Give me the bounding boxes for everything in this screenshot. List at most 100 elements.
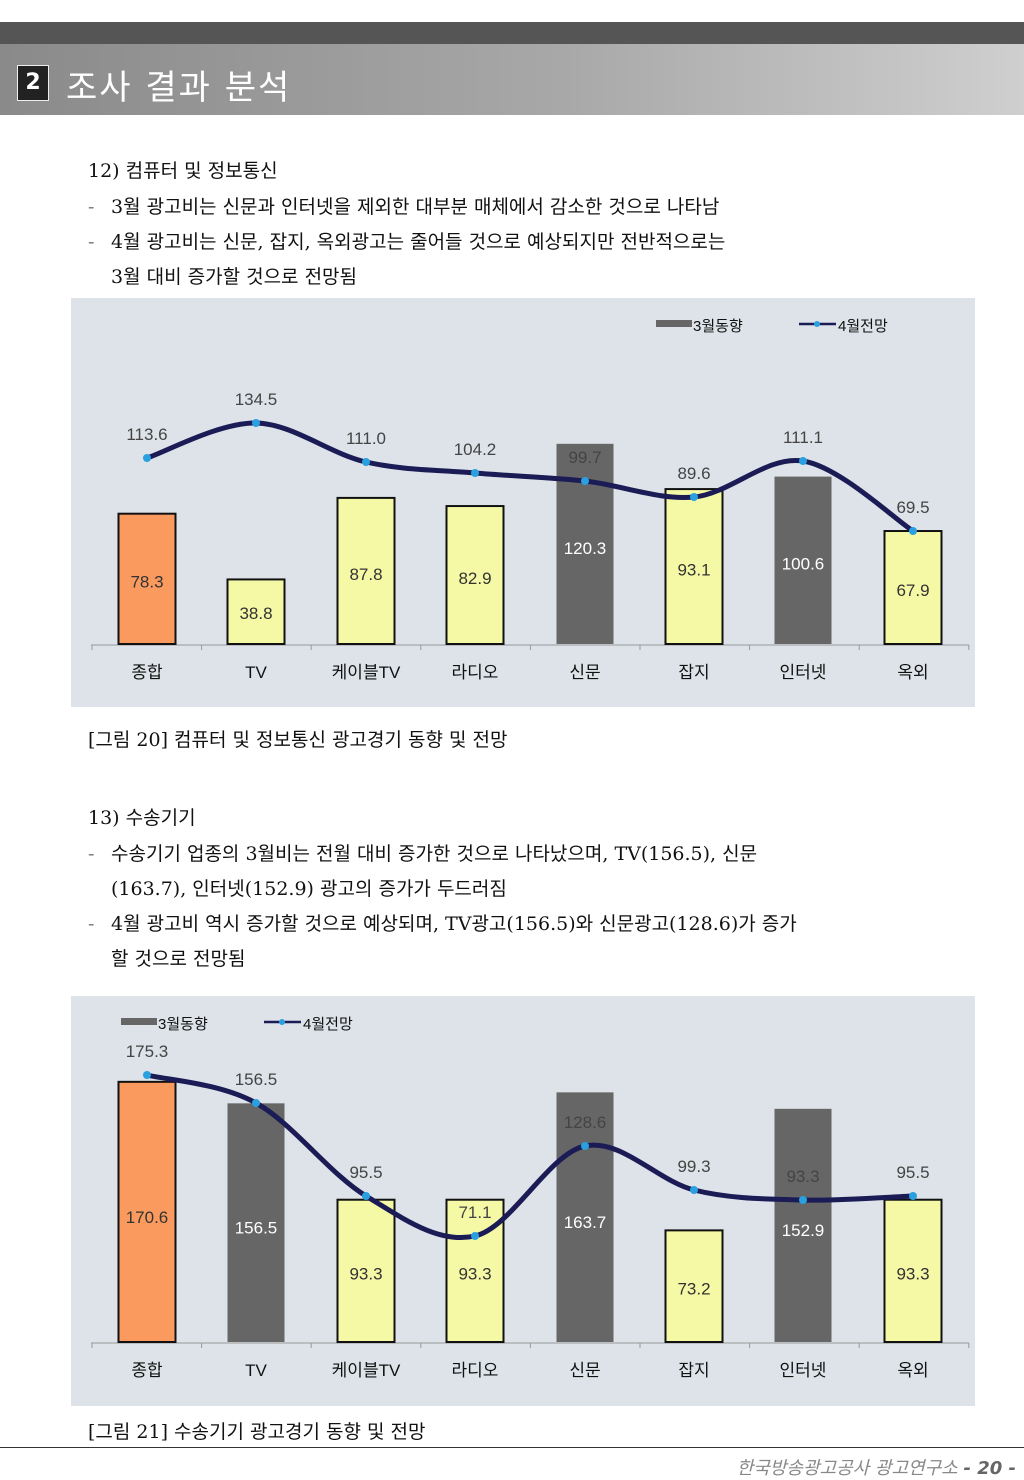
sec12-heading: 12) 컴퓨터 및 정보통신 [88,160,278,182]
line-value-label: 71.1 [458,1203,491,1222]
bar-value-label: 170.6 [126,1208,169,1227]
line-point-4 [471,1232,479,1240]
line-point-5 [581,477,589,485]
line-value-label: 128.6 [564,1113,607,1132]
bar-value-label: 163.7 [564,1213,607,1232]
line-value-label: 99.7 [568,448,601,467]
category-label: 옥외 [897,1361,928,1380]
line-point-8 [909,1192,917,1200]
figure-20-caption: [그림 20] 컴퓨터 및 정보통신 광고경기 동향 및 전망 [88,729,508,751]
line-value-label: 95.5 [896,1163,929,1182]
line-point-2 [252,419,260,427]
bar-3 [336,1198,396,1343]
line-point-1 [143,454,151,462]
bar-value-label: 73.2 [677,1279,710,1298]
bar-value-label: 93.3 [896,1265,929,1284]
line-point-4 [471,469,479,477]
category-label: 라디오 [452,663,499,682]
section-header [0,44,1024,115]
category-label: TV [245,1361,267,1380]
page-number: - 20 - [963,1458,1016,1479]
bar-value-label: 152.9 [782,1221,825,1240]
footer-org: 한국방송광고공사 광고연구소 [736,1458,958,1479]
bar-8 [883,530,943,646]
bar-4 [445,505,505,645]
sec12-dash-2: - [88,231,95,253]
bar-value-label: 38.8 [239,604,272,623]
chart-computer-telecom: 3월동향 4월전망 78.3 종합 38.8 TV 87.8 케이블TV 82.9 라디오 120.… [71,298,975,707]
bar-6 [664,1229,724,1343]
category-label: 옥외 [897,663,928,682]
legend-swatch-bar [121,1018,157,1025]
bar-value-label: 78.3 [130,572,163,591]
category-label: 인터넷 [780,663,827,682]
line-value-label: 111.0 [346,429,386,448]
bar-6 [664,488,724,645]
bar-2 [227,1103,285,1342]
line-point-3 [362,458,370,466]
top-dark-band [0,22,1024,44]
category-label: 케이블TV [332,1361,401,1380]
category-label: 종합 [131,663,163,682]
bar-5 [556,1092,614,1342]
forecast-line [144,420,916,534]
line-point-6 [690,493,698,501]
category-label: 신문 [569,663,600,682]
category-label: 잡지 [678,1361,709,1380]
legend-label-line: 4월전망 [838,318,888,335]
figure-21-caption: [그림 21] 수송기기 광고경기 동향 및 전망 [88,1421,426,1443]
bar-value-label: 120.3 [564,539,607,558]
bar-1 [117,1080,177,1344]
line-value-label: 104.2 [454,440,497,459]
sec12-dash-1: - [88,196,95,218]
legend-swatch-dot [279,1019,285,1025]
bar-value-label: 93.3 [458,1265,491,1284]
bar-7 [774,476,832,644]
line-point-1 [143,1071,151,1079]
line-value-label: 89.6 [677,464,710,483]
footer: 한국방송광고공사 광고연구소 - 20 - [737,1454,1016,1480]
category-label: 인터넷 [780,1361,827,1380]
category-label: 종합 [131,1361,163,1380]
line-value-label: 175.3 [126,1042,169,1061]
legend-swatch-dot [814,321,820,327]
section-number: 2 [17,65,49,101]
section-title: 조사 결과 분석 [66,68,292,108]
line-point-3 [362,1192,370,1200]
category-label: TV [245,663,267,682]
category-label: 케이블TV [332,663,401,682]
bar-value-label: 67.9 [896,581,929,600]
chart-transport: 3월동향 4월전망 170.6 종합 156.5 TV 93.3 케이블TV 93.3 라디오 16… [71,996,975,1406]
bar-value-label: 87.8 [349,565,382,584]
bar-value-label: 156.5 [235,1218,278,1237]
sec12-bullet-2a: 4월 광고비는 신문, 잡지, 옥외광고는 줄어들 것으로 예상되지만 전반적으… [111,231,726,253]
line-point-8 [909,527,917,535]
bar-value-label: 93.3 [349,1265,382,1284]
line-value-label: 156.5 [235,1070,278,1089]
line-value-label: 134.5 [235,390,278,409]
line-point-7 [799,1196,807,1204]
legend-label-bar: 3월동향 [693,318,743,335]
chart-computer-telecom-svg: 3월동향 4월전망 78.3 종합 38.8 TV 87.8 케이블TV 82.9 라디오 120.… [91,318,970,682]
line-value-label: 93.3 [786,1167,819,1186]
forecast-line [144,1072,916,1240]
line-value-label: 99.3 [677,1157,710,1176]
sec13-bullet-2a: 4월 광고비 역시 증가할 것으로 예상되며, TV광고(156.5)와 신문광… [111,913,797,935]
line-value-label: 95.5 [349,1163,382,1182]
bar-3 [336,496,396,645]
sec13-bullet-2b: 할 것으로 전망됨 [111,948,246,970]
line-value-label: 111.1 [783,428,823,447]
sec12-bullet-1: 3월 광고비는 신문과 인터넷을 제외한 대부분 매체에서 감소한 것으로 나타… [111,196,720,218]
sec13-bullet-1b: (163.7), 인터넷(152.9) 광고의 증가가 두드러짐 [111,878,507,900]
footer-divider [0,1447,1024,1448]
line-point-2 [252,1099,260,1107]
sec13-dash-1: - [88,843,95,865]
category-label: 라디오 [452,1361,499,1380]
bar-value-label: 82.9 [458,569,491,588]
bar-8 [883,1198,943,1343]
bar-value-label: 93.1 [677,561,710,580]
legend-label-bar: 3월동향 [158,1016,208,1033]
category-label: 잡지 [678,663,709,682]
sec13-heading: 13) 수송기기 [88,807,196,829]
chart-transport-svg: 3월동향 4월전망 170.6 종합 156.5 TV 93.3 케이블TV 93.3 라디오 16… [91,1016,970,1380]
